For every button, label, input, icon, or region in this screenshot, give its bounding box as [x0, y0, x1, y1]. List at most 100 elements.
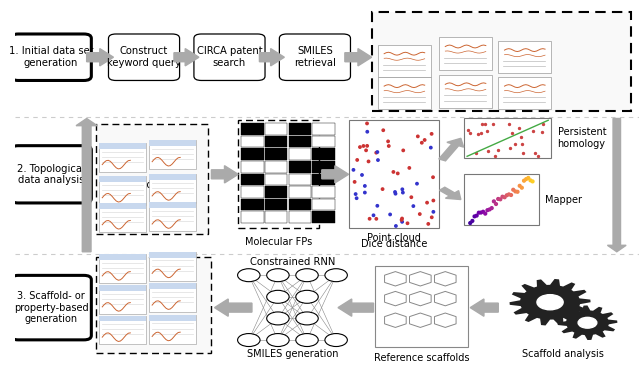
- Point: [507, 130, 517, 136]
- Point: [408, 203, 419, 209]
- Circle shape: [325, 269, 348, 282]
- Point: [398, 147, 408, 153]
- Text: Constrained RNN: Constrained RNN: [250, 257, 335, 266]
- Point: [538, 121, 548, 127]
- Point: [362, 143, 372, 149]
- FancyArrow shape: [211, 166, 238, 183]
- Point: [373, 157, 383, 163]
- Point: [369, 212, 379, 218]
- Bar: [99, 176, 146, 182]
- FancyArrow shape: [338, 299, 374, 316]
- Bar: [99, 143, 146, 172]
- FancyArrow shape: [439, 138, 463, 161]
- Point: [428, 174, 438, 180]
- Bar: [439, 75, 492, 108]
- Point: [426, 131, 436, 137]
- Text: Mapper: Mapper: [545, 195, 582, 205]
- Bar: [289, 136, 311, 147]
- Point: [488, 121, 498, 127]
- Bar: [265, 173, 287, 185]
- Point: [515, 183, 525, 189]
- Point: [525, 178, 536, 183]
- Bar: [499, 77, 551, 109]
- Bar: [241, 136, 264, 147]
- Point: [491, 201, 501, 207]
- Point: [528, 128, 538, 134]
- Bar: [312, 123, 335, 135]
- Point: [362, 129, 372, 135]
- Bar: [99, 143, 146, 149]
- Circle shape: [537, 295, 563, 310]
- Point: [537, 130, 547, 135]
- Point: [378, 186, 388, 192]
- Bar: [238, 120, 319, 228]
- Point: [397, 190, 408, 195]
- Point: [489, 198, 499, 204]
- Point: [426, 145, 436, 150]
- Point: [505, 145, 515, 151]
- Bar: [149, 252, 196, 258]
- Circle shape: [296, 269, 318, 282]
- Bar: [376, 266, 468, 347]
- Text: Dice distance: Dice distance: [360, 239, 427, 249]
- Circle shape: [296, 333, 318, 347]
- Point: [417, 140, 427, 146]
- Point: [483, 207, 493, 213]
- Circle shape: [296, 312, 318, 325]
- Point: [403, 220, 413, 226]
- Point: [504, 191, 514, 197]
- Bar: [149, 174, 196, 203]
- Bar: [265, 161, 287, 172]
- Point: [481, 128, 492, 134]
- Point: [392, 171, 403, 176]
- Bar: [312, 148, 335, 160]
- Point: [383, 138, 393, 144]
- Point: [473, 131, 483, 137]
- Point: [361, 147, 371, 153]
- Bar: [241, 186, 264, 198]
- Bar: [312, 199, 335, 210]
- Bar: [149, 202, 196, 208]
- Point: [351, 191, 361, 197]
- Bar: [241, 123, 264, 135]
- FancyBboxPatch shape: [11, 34, 92, 81]
- Circle shape: [267, 269, 289, 282]
- Circle shape: [267, 312, 289, 325]
- Point: [493, 196, 503, 202]
- Point: [508, 187, 518, 193]
- Bar: [464, 119, 551, 158]
- Circle shape: [237, 333, 260, 347]
- Bar: [265, 212, 287, 223]
- Bar: [289, 123, 311, 135]
- Point: [533, 153, 543, 159]
- Point: [360, 190, 370, 195]
- Bar: [241, 173, 264, 185]
- Point: [486, 205, 497, 211]
- Text: Data update: Data update: [106, 180, 170, 190]
- Bar: [99, 285, 146, 314]
- Point: [388, 169, 399, 175]
- Bar: [289, 186, 311, 198]
- Bar: [378, 77, 431, 109]
- Point: [502, 192, 512, 198]
- Bar: [265, 148, 287, 160]
- Text: Scaffold analysis: Scaffold analysis: [522, 349, 604, 359]
- Point: [521, 176, 531, 182]
- Point: [510, 141, 520, 147]
- Bar: [349, 120, 439, 228]
- Point: [383, 143, 394, 149]
- Bar: [99, 203, 146, 209]
- Point: [390, 189, 400, 195]
- FancyArrow shape: [86, 49, 113, 66]
- Point: [510, 188, 520, 194]
- Point: [372, 149, 383, 155]
- Point: [428, 198, 438, 203]
- Text: SMILES generation: SMILES generation: [246, 349, 338, 359]
- Bar: [149, 202, 196, 231]
- Point: [519, 178, 529, 184]
- Bar: [289, 173, 311, 185]
- Bar: [312, 161, 335, 172]
- Bar: [289, 199, 311, 210]
- Circle shape: [578, 317, 597, 328]
- Point: [469, 213, 479, 219]
